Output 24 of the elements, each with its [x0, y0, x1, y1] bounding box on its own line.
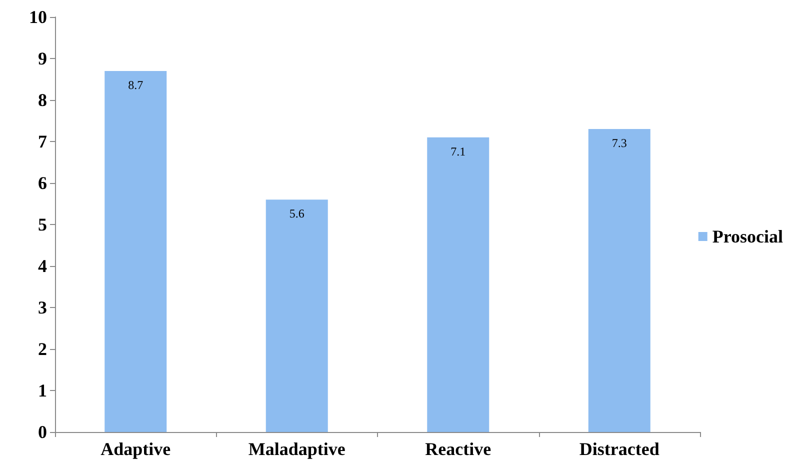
legend-label: Prosocial — [712, 226, 783, 246]
data-label: 8.7 — [128, 78, 144, 92]
y-tick-label: 6 — [38, 173, 47, 193]
bar — [104, 70, 167, 432]
y-tick-label: 5 — [38, 214, 47, 234]
bar — [266, 200, 328, 432]
y-tick-label: 8 — [38, 90, 47, 110]
y-tick-label: 3 — [38, 298, 47, 318]
x-tick-label: Adaptive — [100, 439, 171, 459]
x-tick-label: Reactive — [425, 439, 492, 459]
y-tick-label: 0 — [38, 422, 47, 442]
x-tick-label: Distracted — [579, 439, 660, 459]
x-tick-label: Maladaptive — [248, 439, 346, 459]
y-tick-label: 9 — [38, 48, 47, 68]
bar — [588, 129, 650, 432]
y-tick-label: 2 — [38, 339, 47, 359]
data-label: 7.1 — [450, 144, 466, 158]
bar — [427, 137, 490, 432]
y-tick-label: 7 — [38, 132, 47, 152]
y-tick-label: 10 — [29, 7, 47, 27]
y-tick-label: 1 — [38, 380, 47, 400]
data-label: 7.3 — [612, 136, 627, 150]
data-label: 5.6 — [289, 206, 304, 221]
y-tick-label: 4 — [38, 256, 47, 276]
